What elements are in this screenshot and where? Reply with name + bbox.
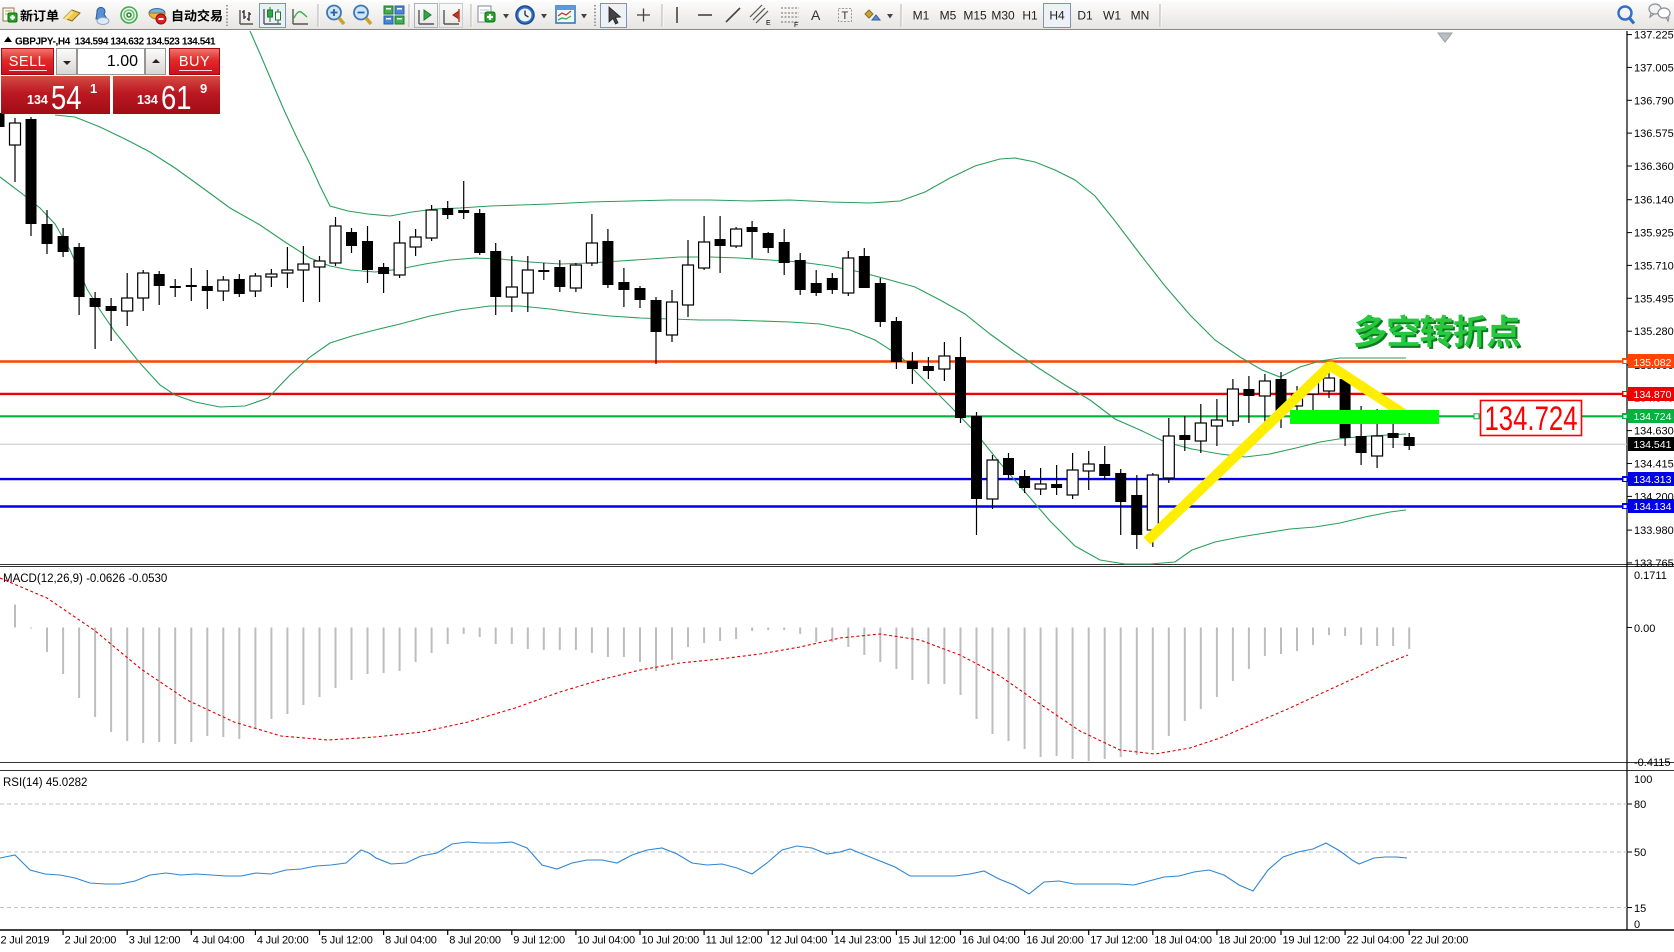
svg-text:D1: D1 [1077, 9, 1093, 23]
svg-text:5 Jul 12:00: 5 Jul 12:00 [321, 935, 373, 947]
svg-text:GBPJPY-,H4 134.594 134.632 13: GBPJPY-,H4 134.594 134.632 134.523 134.5… [15, 37, 216, 48]
svg-text:100: 100 [1634, 774, 1652, 786]
svg-text:50: 50 [1634, 847, 1646, 859]
svg-text:E: E [766, 20, 771, 27]
svg-text:135.280: 135.280 [1634, 326, 1674, 338]
svg-text:15: 15 [1634, 903, 1646, 915]
svg-text:16 Jul 04:00: 16 Jul 04:00 [962, 935, 1020, 947]
svg-text:134.415: 134.415 [1634, 459, 1674, 471]
svg-text:2 Jul 20:00: 2 Jul 20:00 [65, 935, 117, 947]
svg-text:-0.4115: -0.4115 [1634, 757, 1671, 769]
svg-text:H4: H4 [1049, 9, 1065, 23]
svg-text:15 Jul 12:00: 15 Jul 12:00 [898, 935, 956, 947]
svg-text:19 Jul 12:00: 19 Jul 12:00 [1283, 935, 1341, 947]
svg-text:0.00: 0.00 [1634, 623, 1655, 635]
svg-text:136.575: 136.575 [1634, 128, 1674, 140]
svg-text:136.360: 136.360 [1634, 161, 1674, 173]
svg-text:80: 80 [1634, 799, 1646, 811]
svg-text:M15: M15 [963, 9, 987, 23]
svg-text:134.724: 134.724 [1634, 411, 1672, 423]
svg-text:134.724: 134.724 [1485, 400, 1578, 438]
svg-text:133.765: 133.765 [1634, 558, 1674, 570]
svg-text:RSI(14) 45.0282: RSI(14) 45.0282 [3, 777, 87, 789]
svg-text:4 Jul 04:00: 4 Jul 04:00 [193, 935, 245, 947]
svg-text:133.980: 133.980 [1634, 525, 1674, 537]
svg-text:M30: M30 [991, 9, 1015, 23]
svg-text:18 Jul 04:00: 18 Jul 04:00 [1154, 935, 1212, 947]
svg-text:MACD(12,26,9) -0.0626 -0.0530: MACD(12,26,9) -0.0626 -0.0530 [3, 573, 167, 585]
svg-text:136.790: 136.790 [1634, 95, 1674, 107]
svg-text:137.225: 137.225 [1634, 30, 1674, 42]
svg-text:134.541: 134.541 [1634, 439, 1672, 451]
svg-text:17 Jul 12:00: 17 Jul 12:00 [1090, 935, 1148, 947]
svg-text:MN: MN [1131, 9, 1150, 23]
svg-text:22 Jul 04:00: 22 Jul 04:00 [1347, 935, 1405, 947]
svg-text:M5: M5 [940, 9, 957, 23]
svg-text:8 Jul 20:00: 8 Jul 20:00 [449, 935, 501, 947]
svg-text:4 Jul 20:00: 4 Jul 20:00 [257, 935, 309, 947]
svg-text:14 Jul 23:00: 14 Jul 23:00 [834, 935, 892, 947]
svg-text:135.082: 135.082 [1634, 357, 1672, 369]
svg-text:10 Jul 04:00: 10 Jul 04:00 [577, 935, 635, 947]
svg-text:9 Jul 12:00: 9 Jul 12:00 [513, 935, 565, 947]
svg-text:0: 0 [1634, 919, 1640, 931]
svg-text:F: F [794, 22, 798, 29]
svg-text:H1: H1 [1022, 9, 1038, 23]
svg-text:137.005: 137.005 [1634, 62, 1674, 74]
svg-text:135.925: 135.925 [1634, 228, 1674, 240]
svg-text:136.140: 136.140 [1634, 195, 1674, 207]
svg-text:134.870: 134.870 [1634, 389, 1672, 401]
svg-text:16 Jul 20:00: 16 Jul 20:00 [1026, 935, 1084, 947]
svg-text:2 Jul 2019: 2 Jul 2019 [1, 935, 50, 947]
svg-text:3 Jul 12:00: 3 Jul 12:00 [129, 935, 181, 947]
svg-text:10 Jul 20:00: 10 Jul 20:00 [642, 935, 700, 947]
svg-text:A: A [811, 7, 821, 23]
svg-text:W1: W1 [1103, 9, 1121, 23]
svg-text:134.134: 134.134 [1634, 501, 1672, 513]
svg-text:8 Jul 04:00: 8 Jul 04:00 [385, 935, 437, 947]
svg-text:M1: M1 [913, 9, 930, 23]
svg-text:18 Jul 20:00: 18 Jul 20:00 [1218, 935, 1276, 947]
svg-text:0.1711: 0.1711 [1634, 570, 1667, 582]
svg-text:12 Jul 04:00: 12 Jul 04:00 [770, 935, 828, 947]
svg-text:134.630: 134.630 [1634, 426, 1674, 438]
svg-text:135.710: 135.710 [1634, 260, 1674, 272]
svg-text:11 Jul 12:00: 11 Jul 12:00 [706, 935, 763, 947]
svg-text:T: T [842, 10, 849, 22]
svg-text:135.495: 135.495 [1634, 293, 1674, 305]
svg-text:22 Jul 20:00: 22 Jul 20:00 [1411, 935, 1469, 947]
svg-text:134.313: 134.313 [1634, 474, 1672, 486]
